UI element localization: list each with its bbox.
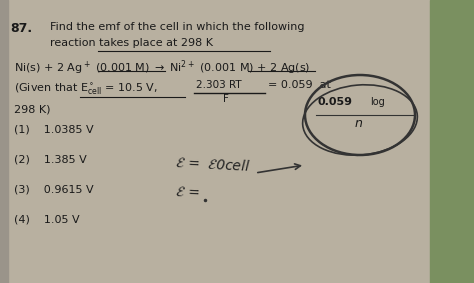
Text: 0.059: 0.059: [318, 97, 353, 107]
Text: n: n: [355, 117, 363, 130]
Text: 298 K): 298 K): [14, 105, 51, 115]
Text: Ni(s) + 2 Ag$^+$ (0.001 M) $\rightarrow$ Ni$^{2+}$ (0.001 M) + 2 Ag(s): Ni(s) + 2 Ag$^+$ (0.001 M) $\rightarrow$…: [14, 58, 310, 77]
Text: (1)    1.0385 V: (1) 1.0385 V: [14, 125, 94, 135]
Text: Find the emf of the cell in which the following: Find the emf of the cell in which the fo…: [50, 22, 304, 32]
Text: (2)    1.385 V: (2) 1.385 V: [14, 155, 87, 165]
Text: (4)    1.05 V: (4) 1.05 V: [14, 215, 80, 225]
Text: reaction takes place at 298 K: reaction takes place at 298 K: [50, 38, 213, 48]
Text: (3)    0.9615 V: (3) 0.9615 V: [14, 185, 94, 195]
Bar: [0, 0, 8, 283]
Text: $\mathcal{E}$ =: $\mathcal{E}$ =: [175, 185, 200, 200]
Bar: [430, 0, 474, 283]
Text: 87.: 87.: [10, 22, 32, 35]
Text: = 0.059  at: = 0.059 at: [268, 80, 331, 90]
Text: 2.303 RT: 2.303 RT: [196, 80, 242, 90]
Text: (Given that E$^\circ_\mathrm{cell}$ = 10.5 V,: (Given that E$^\circ_\mathrm{cell}$ = 10…: [14, 82, 158, 97]
Text: F: F: [223, 94, 229, 104]
Text: $\mathcal{E}$ =  $\mathcal{E}$0cell: $\mathcal{E}$ = $\mathcal{E}$0cell: [175, 155, 251, 174]
Text: log: log: [370, 97, 385, 107]
